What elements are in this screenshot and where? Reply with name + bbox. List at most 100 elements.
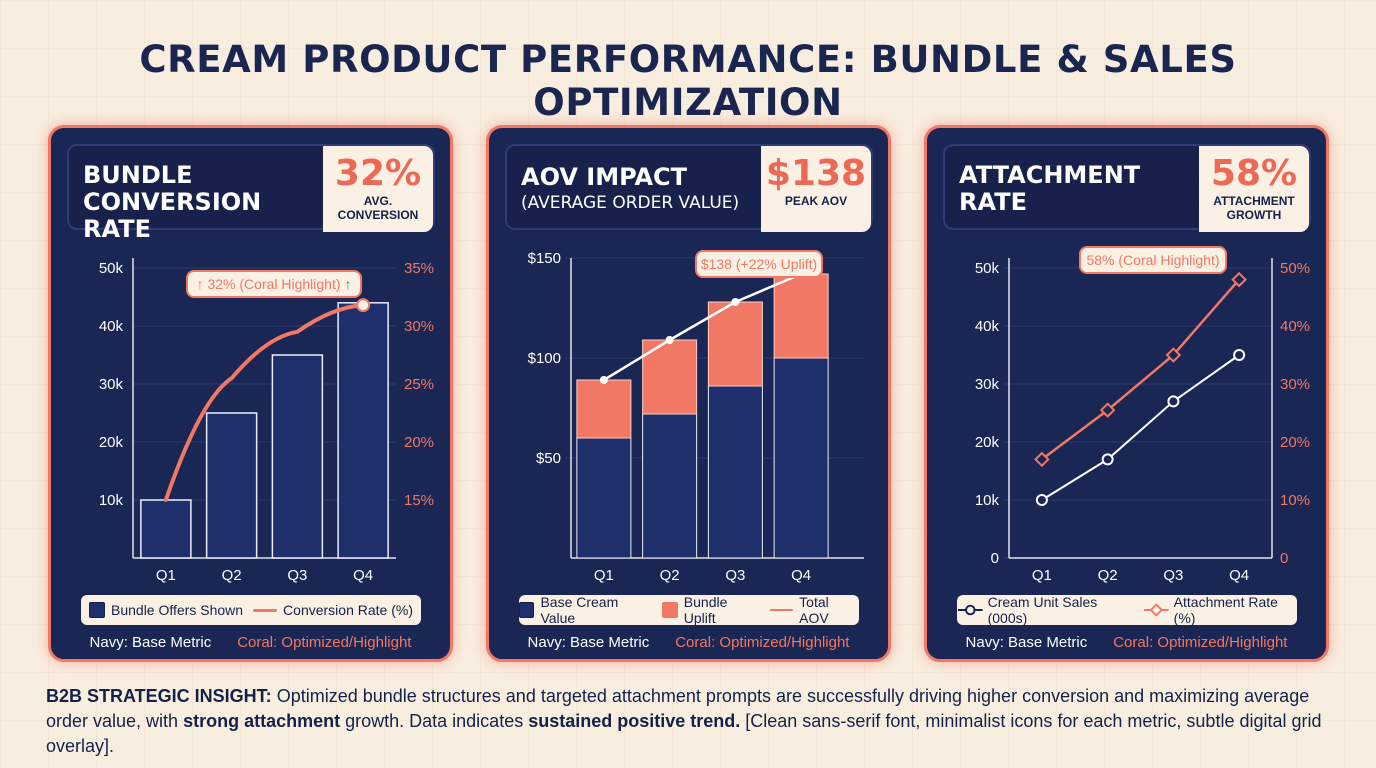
panel-footer: Navy: Base Metric Coral: Optimized/Highli… bbox=[927, 634, 1326, 651]
legend-item-sales: Cream Unit Sales (000s) bbox=[957, 594, 1133, 626]
panel-footer: Navy: Base Metric Coral: Optimized/Highli… bbox=[51, 634, 450, 651]
panel-header: BUNDLE CONVERSION RATE 32% AVG. CONVERSI… bbox=[67, 144, 435, 243]
footer-coral-note: Coral: Optimized/Highlight bbox=[237, 634, 412, 651]
panel-title-line1: ATTACHMENT bbox=[959, 161, 1141, 189]
kpi-label-1: PEAK AOV bbox=[784, 194, 848, 208]
legend-swatch-white-circle bbox=[957, 604, 983, 616]
y2-tick-label: 0 bbox=[1280, 550, 1288, 567]
legend-item-bars: Bundle Offers Shown bbox=[89, 602, 243, 618]
y-tick-label: $150 bbox=[528, 250, 561, 267]
x-tick-label: Q3 bbox=[1163, 567, 1183, 584]
chart-legend: Bundle Offers Shown Conversion Rate (%) bbox=[81, 595, 421, 625]
bar-base bbox=[576, 437, 632, 559]
insight-text-1: Optimized bundle structures and targeted… bbox=[46, 686, 1310, 731]
y2-tick-label: 50% bbox=[1280, 260, 1310, 277]
kpi-label-1: AVG. bbox=[363, 194, 393, 208]
annotation-pill bbox=[186, 270, 362, 298]
x-tick-label: Q2 bbox=[660, 567, 680, 584]
y-tick-label: 30k bbox=[99, 376, 124, 393]
panel-footer: Navy: Base Metric Coral: Optimized/Highli… bbox=[489, 634, 888, 651]
panel-title-line2: RATE bbox=[959, 188, 1027, 216]
y2-tick-label: 35% bbox=[404, 260, 434, 277]
insight-lead: B2B STRATEGIC INSIGHT: bbox=[46, 686, 272, 706]
total-aov-line bbox=[603, 272, 802, 382]
y-tick-label: 50k bbox=[99, 260, 124, 277]
legend-item-base: Base Cream Value bbox=[519, 594, 652, 626]
chart-legend: Cream Unit Sales (000s) Attachment Rate … bbox=[957, 594, 1297, 626]
legend-swatch-navy bbox=[519, 602, 535, 618]
kpi-card: $138 PEAK AOV bbox=[761, 146, 871, 232]
annotation-text: 58% (Coral Highlight) bbox=[1086, 252, 1219, 268]
panel-title-line2: CONVERSION RATE bbox=[83, 188, 262, 243]
legend-label: Base Cream Value bbox=[540, 594, 619, 626]
panel-header: AOV IMPACT (AVERAGE ORDER VALUE) $138 PE… bbox=[505, 144, 873, 232]
x-tick-label: Q2 bbox=[222, 567, 242, 584]
annotation-text: $138 (+22% Uplift) bbox=[701, 256, 817, 272]
y-tick-label: 20k bbox=[99, 434, 124, 451]
y2-tick-label: 10% bbox=[1280, 492, 1310, 509]
kpi-label-2: GROWTH bbox=[1226, 208, 1282, 222]
panel-bundle-conversion: BUNDLE CONVERSION RATE 32% AVG. CONVERSI… bbox=[48, 125, 453, 662]
y2-tick-label: 15% bbox=[404, 492, 434, 509]
chart-attachment-rate: 0 10k 20k 30k 40k 50k 0 10% 20% 30% 40% 50% 58% (Cor… bbox=[975, 246, 1310, 584]
x-tick-label: Q2 bbox=[1098, 567, 1118, 584]
y2-tick-label: 20% bbox=[404, 434, 434, 451]
x-tick-label: Q1 bbox=[1032, 567, 1052, 584]
page-title: CREAM PRODUCT PERFORMANCE: BUNDLE & SALE… bbox=[139, 38, 1237, 124]
y-tick-label: 40k bbox=[99, 318, 124, 335]
y-tick-label: $50 bbox=[536, 450, 561, 467]
legend-swatch-line bbox=[770, 609, 794, 611]
x-tick-label: Q1 bbox=[594, 567, 614, 584]
y-tick-label: 10k bbox=[975, 492, 1000, 509]
y-tick-label: 10k bbox=[99, 492, 124, 509]
insight-text-3: [Clean sans-serif font, minimalist icons… bbox=[46, 711, 1322, 756]
kpi-label-1: ATTACHMENT bbox=[1213, 194, 1295, 208]
unit-sales-line bbox=[1041, 354, 1240, 501]
x-tick-label: Q3 bbox=[725, 567, 745, 584]
y-tick-label: 40k bbox=[975, 318, 1000, 335]
y2-tick-label: 30% bbox=[404, 318, 434, 335]
legend-item-total: Total AOV bbox=[770, 594, 859, 626]
y-tick-label: 30k bbox=[975, 376, 1000, 393]
legend-label: Cream Unit Sales (000s) bbox=[987, 594, 1098, 626]
legend-swatch-coral bbox=[662, 602, 678, 618]
kpi-card: 32% AVG. CONVERSION bbox=[323, 146, 433, 232]
insight-bold-1: strong attachment bbox=[183, 711, 341, 731]
y-tick-label: $100 bbox=[528, 350, 561, 367]
kpi-value: $138 bbox=[765, 153, 867, 194]
bar bbox=[337, 302, 389, 559]
unit-sales-point bbox=[1101, 453, 1114, 466]
highlight-point bbox=[356, 298, 371, 313]
legend-label: Attachment Rate (%) bbox=[1173, 594, 1278, 626]
x-tick-label: Q4 bbox=[1229, 567, 1249, 584]
strategic-insight: B2B STRATEGIC INSIGHT: Optimized bundle … bbox=[46, 684, 1346, 759]
attachment-rate-point bbox=[1034, 451, 1050, 468]
attachment-rate-point bbox=[1231, 271, 1247, 288]
panel-title: AOV IMPACT (AVERAGE ORDER VALUE) bbox=[521, 164, 761, 215]
x-tick-label: Q4 bbox=[791, 567, 811, 584]
unit-sales-point bbox=[1035, 494, 1048, 506]
footer-coral-note: Coral: Optimized/Highlight bbox=[1113, 634, 1288, 651]
bar-base bbox=[707, 385, 763, 559]
bar-base bbox=[642, 413, 698, 559]
attachment-rate-line bbox=[1041, 278, 1241, 461]
total-aov-point bbox=[665, 336, 674, 344]
unit-sales-point bbox=[1233, 349, 1246, 361]
footer-navy-note: Navy: Base Metric bbox=[965, 634, 1088, 651]
bar bbox=[140, 499, 192, 559]
panel-title-line1: BUNDLE bbox=[83, 161, 193, 189]
legend-item-uplift: Bundle Uplift bbox=[662, 594, 760, 626]
insight-text-2: growth. Data indicates bbox=[340, 711, 529, 731]
x-tick-label: Q4 bbox=[353, 567, 373, 584]
attachment-rate-point bbox=[1099, 402, 1116, 418]
panel-aov-impact: AOV IMPACT (AVERAGE ORDER VALUE) $138 PE… bbox=[486, 125, 891, 662]
panel-title-line2: (AVERAGE ORDER VALUE) bbox=[521, 193, 740, 213]
y2-tick-label: 20% bbox=[1280, 434, 1310, 451]
bar-base bbox=[773, 357, 829, 559]
unit-sales-point bbox=[1167, 395, 1180, 408]
attachment-rate-point bbox=[1165, 347, 1182, 363]
legend-label: Bundle Offers Shown bbox=[111, 602, 244, 618]
chart-legend: Base Cream Value Bundle Uplift Total AOV bbox=[519, 594, 859, 626]
footer-coral-note: Coral: Optimized/Highlight bbox=[675, 634, 850, 651]
